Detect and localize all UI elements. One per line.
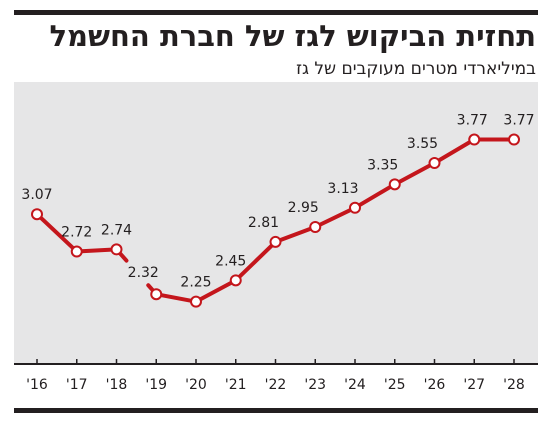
data-labels: 3.07 2.72 2.74 2.32 2.252.45 2.81 2.95 3.13 3.35… (21, 113, 534, 291)
x-tick-label: '22 (265, 377, 287, 393)
x-tick-label: '21 (225, 377, 247, 393)
data-label: 3.07 (21, 187, 52, 203)
data-point (190, 295, 202, 308)
data-label: 2.95 (288, 200, 319, 216)
data-point (269, 235, 282, 248)
data-point (388, 178, 401, 191)
bottom-rule (14, 408, 538, 413)
data-label: 2.32 (128, 265, 159, 281)
x-tick-label: '26 (424, 377, 446, 393)
chart-title: תחזית הביקוש לגז של חברת החשמל (49, 19, 536, 53)
data-label: 3.13 (327, 181, 358, 197)
chart-subtitle: במיליארדי מטרים מעוקבים של גז (296, 59, 536, 79)
x-tick-label: '20 (185, 377, 207, 393)
data-point (110, 243, 123, 256)
data-label: 3.77 (503, 113, 534, 129)
data-label: 2.74 (101, 222, 132, 238)
x-tick-label: '28 (503, 377, 525, 393)
data-point (229, 274, 242, 287)
data-point (150, 288, 163, 301)
data-label: 3.77 (457, 113, 488, 129)
series-line (154, 137, 516, 304)
data-point (349, 201, 361, 214)
plot-background (14, 82, 538, 364)
x-tick-label: '18 (106, 377, 128, 393)
data-label: 2.45 (215, 253, 246, 269)
data-point (31, 208, 43, 221)
x-tick-label: '19 (145, 377, 167, 393)
data-point (309, 221, 322, 233)
data-point (428, 157, 441, 169)
data-label: 3.35 (367, 157, 398, 173)
x-axis-ticks (36, 359, 515, 364)
data-label: 3.55 (407, 136, 438, 152)
x-tick-label: '24 (344, 377, 366, 393)
x-tick-label: '25 (384, 377, 406, 393)
x-tick-label: '17 (66, 377, 88, 393)
top-rule (14, 10, 538, 15)
x-tick-label: '27 (463, 377, 485, 393)
x-axis-tick-labels: '16 '17 '18 '19 '20 '21 '22 '23 '24 '25 '26 '27 '28 (26, 377, 525, 393)
data-points (31, 133, 520, 308)
data-label: 2.72 (61, 225, 92, 241)
data-point (508, 133, 520, 146)
data-label: 2.81 (248, 215, 279, 231)
x-tick-label: '23 (304, 377, 326, 393)
data-label: 2.25 (180, 275, 211, 291)
x-tick-label: '16 (26, 377, 48, 393)
data-point (468, 133, 481, 146)
data-point (70, 245, 83, 258)
